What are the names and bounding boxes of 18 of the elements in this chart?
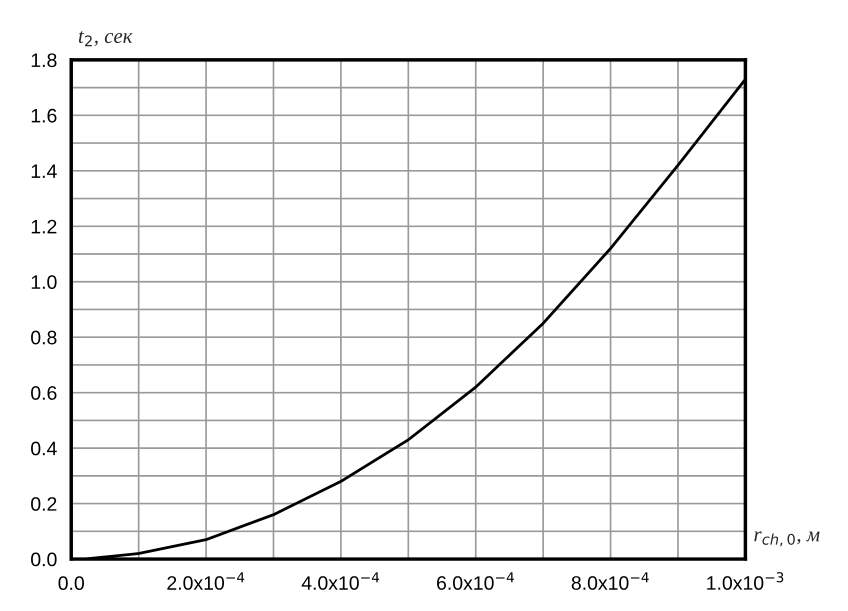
y-tick-label: 0.4 — [31, 442, 57, 456]
y-axis-title: t$_{2}$, сек — [78, 31, 133, 46]
y-tick-label: 0.6 — [31, 386, 56, 400]
x-tick-label: 1.0x10$^{−3}$ — [707, 572, 784, 590]
y-tick-label: 0.8 — [31, 330, 56, 344]
y-tick-label: 1.0 — [32, 275, 57, 289]
y-tick-label: 1.4 — [32, 164, 57, 178]
x-tick-label: 4.0x10$^{−4}$ — [302, 572, 380, 590]
y-tick-label: 0.2 — [31, 497, 56, 511]
y-tick-label: 1.8 — [32, 53, 56, 68]
y-tick-label: 1.6 — [32, 108, 56, 123]
x-tick-label: 6.0x10$^{−4}$ — [437, 572, 514, 590]
x-tick-label: 0.0 — [58, 576, 84, 590]
x-tick-label: 8.0x10$^{−4}$ — [572, 572, 649, 590]
y-tick-label: 1.2 — [32, 220, 56, 234]
x-axis-title: r$_{ch,0}$, м — [754, 531, 820, 546]
y-tick-label: 0.0 — [31, 552, 57, 566]
x-tick-label: 2.0x10$^{−4}$ — [167, 572, 244, 590]
